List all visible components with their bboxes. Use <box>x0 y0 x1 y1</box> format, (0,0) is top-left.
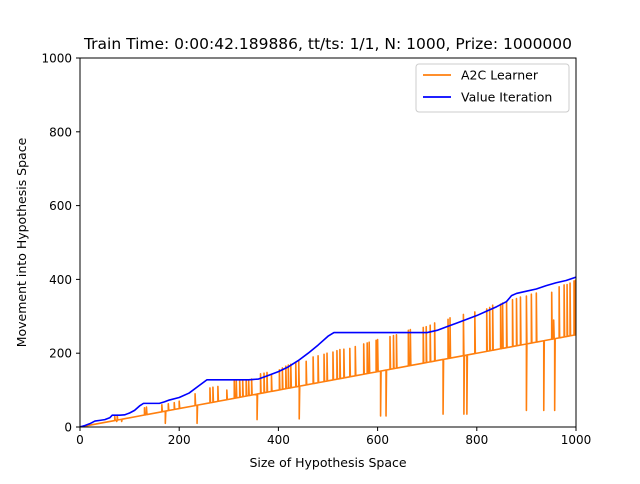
legend-label-a2c-learner: A2C Learner <box>461 68 539 83</box>
y-tick-label-4: 800 <box>49 125 72 139</box>
x-tick-label-3: 600 <box>366 433 389 447</box>
plot-area <box>80 276 576 427</box>
chart-legend: A2C Learner Value Iteration <box>415 63 570 113</box>
y-tick-label-3: 600 <box>49 199 72 213</box>
x-axis: 0 200 400 600 800 1000 <box>76 427 591 447</box>
plot-frame <box>79 57 577 428</box>
series-line-value-iteration <box>80 276 576 427</box>
x-axis-label: Size of Hypothesis Space <box>249 455 406 470</box>
legend-box <box>415 63 570 113</box>
series-line-a2c-learner <box>80 279 576 427</box>
legend-label-value-iteration: Value Iteration <box>461 90 552 105</box>
y-tick-label-0: 0 <box>64 421 72 435</box>
y-axis-label: Movement into Hypothesis Space <box>14 137 29 347</box>
y-axis: 0 200 400 600 800 1000 <box>41 52 80 435</box>
y-tick-label-1: 200 <box>49 347 72 361</box>
x-tick-label-5: 1000 <box>561 433 592 447</box>
y-tick-label-5: 1000 <box>41 52 72 66</box>
x-tick-label-1: 200 <box>168 433 191 447</box>
x-tick-label-4: 800 <box>465 433 488 447</box>
chart-title: Train Time: 0:00:42.189886, tt/ts: 1/1, … <box>83 35 572 53</box>
x-tick-label-0: 0 <box>76 433 84 447</box>
x-tick-label-2: 400 <box>267 433 290 447</box>
y-tick-label-2: 400 <box>49 273 72 287</box>
